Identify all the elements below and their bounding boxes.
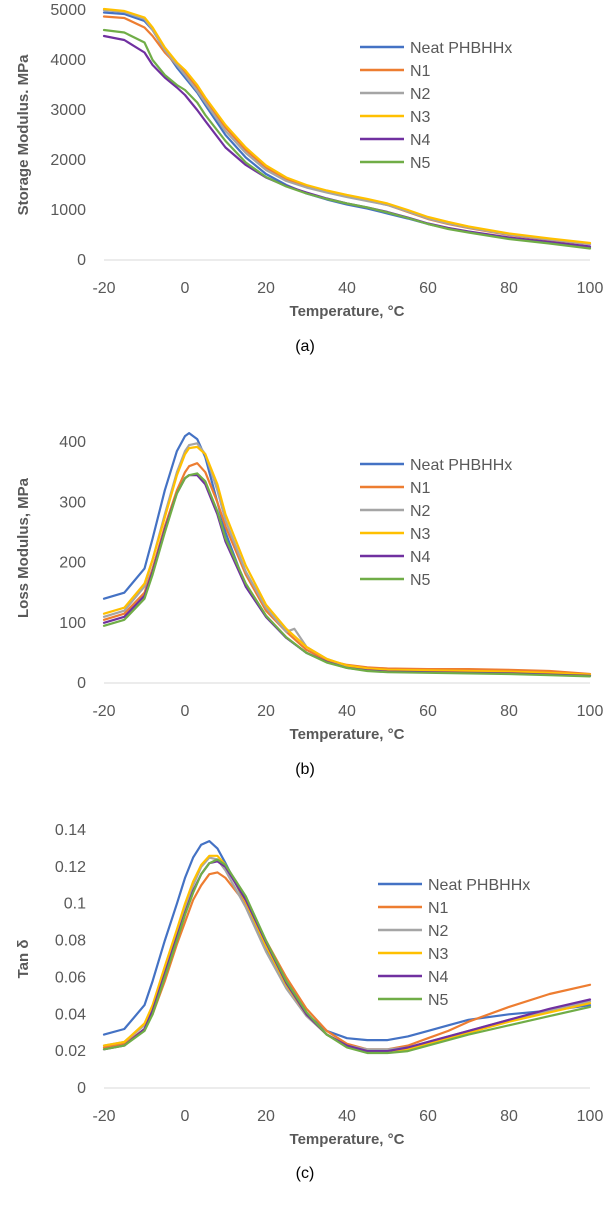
x-tick-label: 20 [257, 703, 275, 720]
y-axis-title: Storage Modulus. MPa [15, 54, 32, 216]
panel-caption: (a) [295, 338, 315, 355]
legend-label: N5 [410, 155, 431, 172]
y-tick-label: 300 [59, 494, 86, 511]
y-tick-label: 0.06 [55, 969, 86, 986]
panel-caption: (c) [296, 1165, 315, 1182]
x-tick-label: 40 [338, 1108, 356, 1125]
x-tick-label: 20 [257, 280, 275, 297]
x-tick-label: -20 [92, 1108, 115, 1125]
x-tick-label: -20 [92, 280, 115, 297]
legend-label: N3 [410, 109, 431, 126]
legend-label: N2 [410, 86, 431, 103]
x-tick-label: 60 [419, 1108, 437, 1125]
legend-label: N2 [410, 503, 431, 520]
legend-label: N4 [410, 549, 431, 566]
chart-panel-3: 0 0.02 0.04 0.06 0.08 0.1 0.12 0.14 -20 0 20 40 60 80… [15, 822, 603, 1182]
y-tick-label: 0.12 [55, 859, 86, 876]
x-tick-label: 80 [500, 703, 518, 720]
legend-label: N5 [410, 572, 431, 589]
series-line-6 [104, 473, 590, 676]
x-tick-label: 80 [500, 280, 518, 297]
legend-label: Neat PHBHHx [410, 40, 512, 57]
chart-panel-2: 0 100 200 300 400 -20 0 20 40 60 80 100 Temperature,… [15, 433, 603, 778]
y-tick-label: 0.1 [64, 896, 86, 913]
y-tick-label: 2000 [50, 152, 86, 169]
y-tick-label: 200 [59, 555, 86, 572]
y-tick-label: 0.14 [55, 822, 86, 839]
legend-label: Neat PHBHHx [410, 457, 512, 474]
y-tick-label: 0.04 [55, 1006, 86, 1023]
series-line-2 [104, 17, 590, 245]
legend-label: N4 [428, 969, 449, 986]
series-line-4 [104, 447, 590, 675]
x-tick-label: 0 [181, 703, 190, 720]
legend-label: N3 [410, 526, 431, 543]
legend-label: N4 [410, 132, 431, 149]
x-tick-label: 0 [181, 1108, 190, 1125]
y-tick-label: 3000 [50, 102, 86, 119]
x-tick-label: 40 [338, 280, 356, 297]
legend-label: N1 [428, 900, 449, 917]
x-axis-title: Temperature, °C [290, 726, 405, 743]
legend-label: N2 [428, 923, 449, 940]
x-tick-label: 60 [419, 703, 437, 720]
x-tick-label: -20 [92, 703, 115, 720]
panel-caption: (b) [295, 761, 315, 778]
x-axis-title: Temperature, °C [290, 303, 405, 320]
y-tick-label: 100 [59, 615, 86, 632]
series-line-1 [104, 13, 590, 248]
legend-label: N1 [410, 480, 431, 497]
y-tick-label: 0.02 [55, 1043, 86, 1060]
legend-label: Neat PHBHHx [428, 877, 530, 894]
legend-label: N3 [428, 946, 449, 963]
y-axis-title: Tan δ [15, 940, 32, 979]
y-tick-label: 1000 [50, 202, 86, 219]
y-axis-title: Loss Modulus, MPa [15, 477, 32, 618]
legend: Neat PHBHHx N1 N2 N3 N4 N5 [360, 40, 512, 172]
series-line-3 [104, 10, 590, 244]
x-axis-title: Temperature, °C [290, 1131, 405, 1148]
x-tick-label: 60 [419, 280, 437, 297]
y-tick-label: 0 [77, 252, 86, 269]
x-tick-label: 40 [338, 703, 356, 720]
x-tick-label: 100 [577, 703, 604, 720]
x-tick-label: 100 [577, 280, 604, 297]
legend-label: N5 [428, 992, 449, 1009]
x-tick-label: 100 [577, 1108, 604, 1125]
y-tick-label: 0 [77, 675, 86, 692]
y-tick-label: 0.08 [55, 933, 86, 950]
series-line-5 [104, 475, 590, 676]
y-tick-label: 4000 [50, 52, 86, 69]
x-tick-label: 0 [181, 280, 190, 297]
x-tick-label: 80 [500, 1108, 518, 1125]
series-line-4 [104, 9, 590, 243]
y-tick-label: 5000 [50, 2, 86, 19]
legend-label: N1 [410, 63, 431, 80]
y-tick-label: 400 [59, 434, 86, 451]
y-tick-label: 0 [77, 1080, 86, 1097]
chart-panel-1: 0 1000 2000 3000 4000 5000 -20 0 20 40 60 80 100 Temp… [15, 2, 603, 355]
legend: Neat PHBHHx N1 N2 N3 N4 N5 [378, 877, 530, 1009]
legend: Neat PHBHHx N1 N2 N3 N4 N5 [360, 457, 512, 589]
x-tick-label: 20 [257, 1108, 275, 1125]
